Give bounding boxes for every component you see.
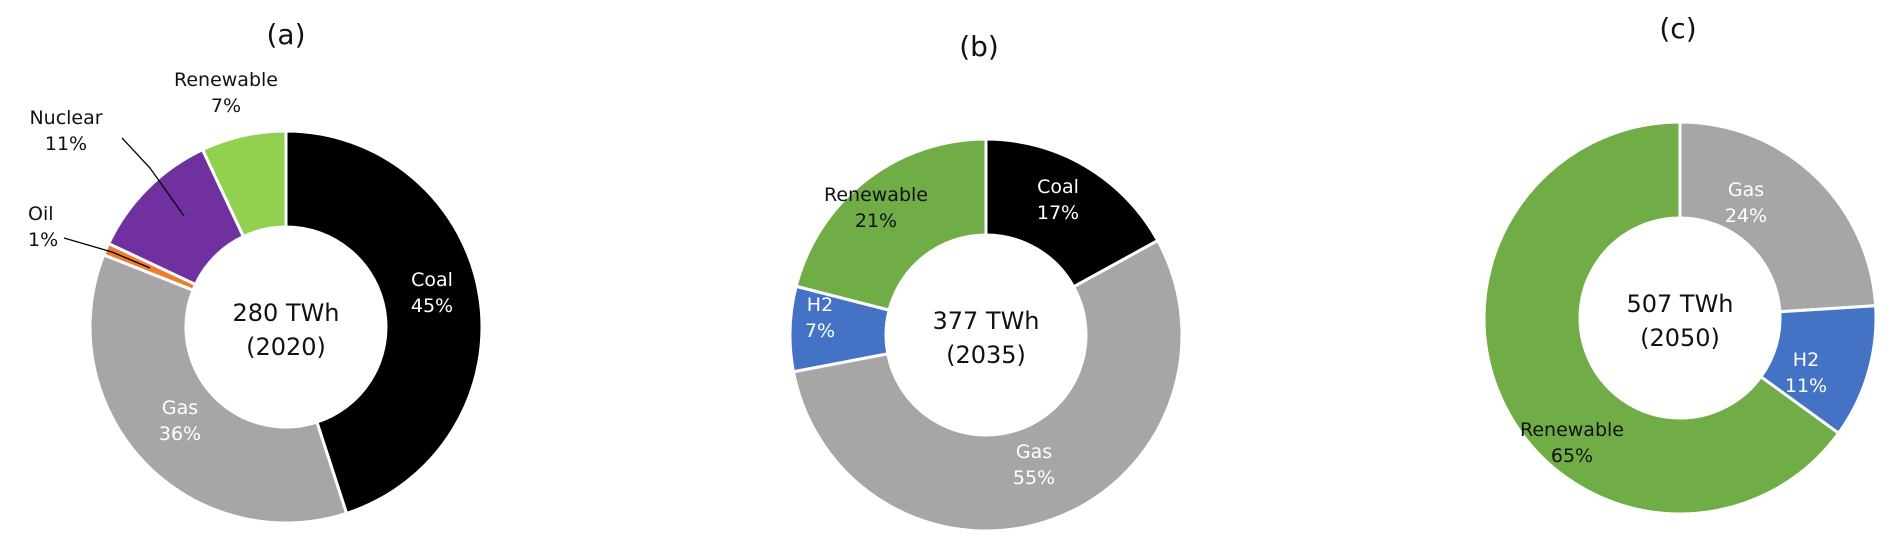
donut-chart-c: Gas 24% H2 11% Renewable 65% 507 TWh (2050) (1482, 120, 1878, 516)
slice-value-h2: 11% (1785, 375, 1827, 397)
slice-name-renewable: Renewable (174, 69, 278, 91)
slice-name-gas: Gas (162, 397, 198, 419)
slice-value-coal: 45% (411, 295, 453, 317)
chart-panel-a: (a) Coal 45% Gas 36% Oil 1% Nuclear 11% Renewabl… (0, 0, 560, 545)
slice-gas (791, 238, 1184, 533)
slice-value-coal: 17% (1037, 202, 1079, 224)
slice-value-renewable: 21% (855, 210, 897, 232)
center-label-line-2: (2020) (246, 333, 326, 361)
chart-title: (c) (1659, 12, 1697, 45)
slice-value-gas: 36% (159, 423, 201, 445)
slice-name-oil: Oil (28, 203, 54, 225)
chart-panel-c: (c) Gas 24% H2 11% Renewable 65% 507 TWh (2050) (1400, 0, 1892, 545)
slice-name-h2: H2 (807, 294, 833, 316)
leader-line-nuclear (121, 137, 185, 217)
slice-name-nuclear: Nuclear (29, 107, 102, 129)
slice-value-h2: 7% (805, 320, 835, 342)
slice-value-nuclear: 11% (45, 133, 87, 155)
donut-chart-b: Coal 17% Gas 55% H2 7% Renewable 21% 377 TWh (203… (788, 137, 1184, 533)
slice-name-coal: Coal (1037, 176, 1079, 198)
slice-renewable (1482, 120, 1841, 516)
slice-coal (984, 137, 1160, 289)
slice-value-renewable: 7% (211, 95, 241, 117)
slice-coal (284, 129, 484, 516)
donut-chart-a: Coal 45% Gas 36% Oil 1% Nuclear 11% Renewable 7% 2… (28, 69, 484, 525)
slice-gas (1678, 120, 1878, 314)
slice-name-gas: Gas (1016, 441, 1052, 463)
slice-name-h2: H2 (1793, 349, 1819, 371)
slice-name-gas: Gas (1728, 179, 1764, 201)
slice-name-renewable: Renewable (824, 184, 928, 206)
slice-gas (88, 252, 349, 525)
center-label-line-2: (2035) (946, 341, 1026, 369)
slice-renewable (794, 137, 988, 312)
chart-title: (a) (266, 18, 306, 51)
center-label-line-1: 507 TWh (1626, 290, 1733, 318)
chart-panel-b: (b) Coal 17% Gas 55% H2 7% Renewable 21% 377 TWh… (700, 0, 1260, 545)
center-label-line-1: 280 TWh (232, 299, 339, 327)
slice-renewable (200, 129, 288, 239)
chart-title: (b) (959, 30, 999, 63)
leader-line-oil (63, 237, 151, 269)
slice-value-gas: 55% (1013, 467, 1055, 489)
slice-value-renewable: 65% (1551, 445, 1593, 467)
slice-name-renewable: Renewable (1520, 419, 1624, 441)
slice-value-oil: 1% (28, 229, 58, 251)
center-label-line-1: 377 TWh (932, 307, 1039, 335)
center-label-line-2: (2050) (1640, 324, 1720, 352)
slice-name-coal: Coal (411, 269, 453, 291)
slice-value-gas: 24% (1725, 205, 1767, 227)
